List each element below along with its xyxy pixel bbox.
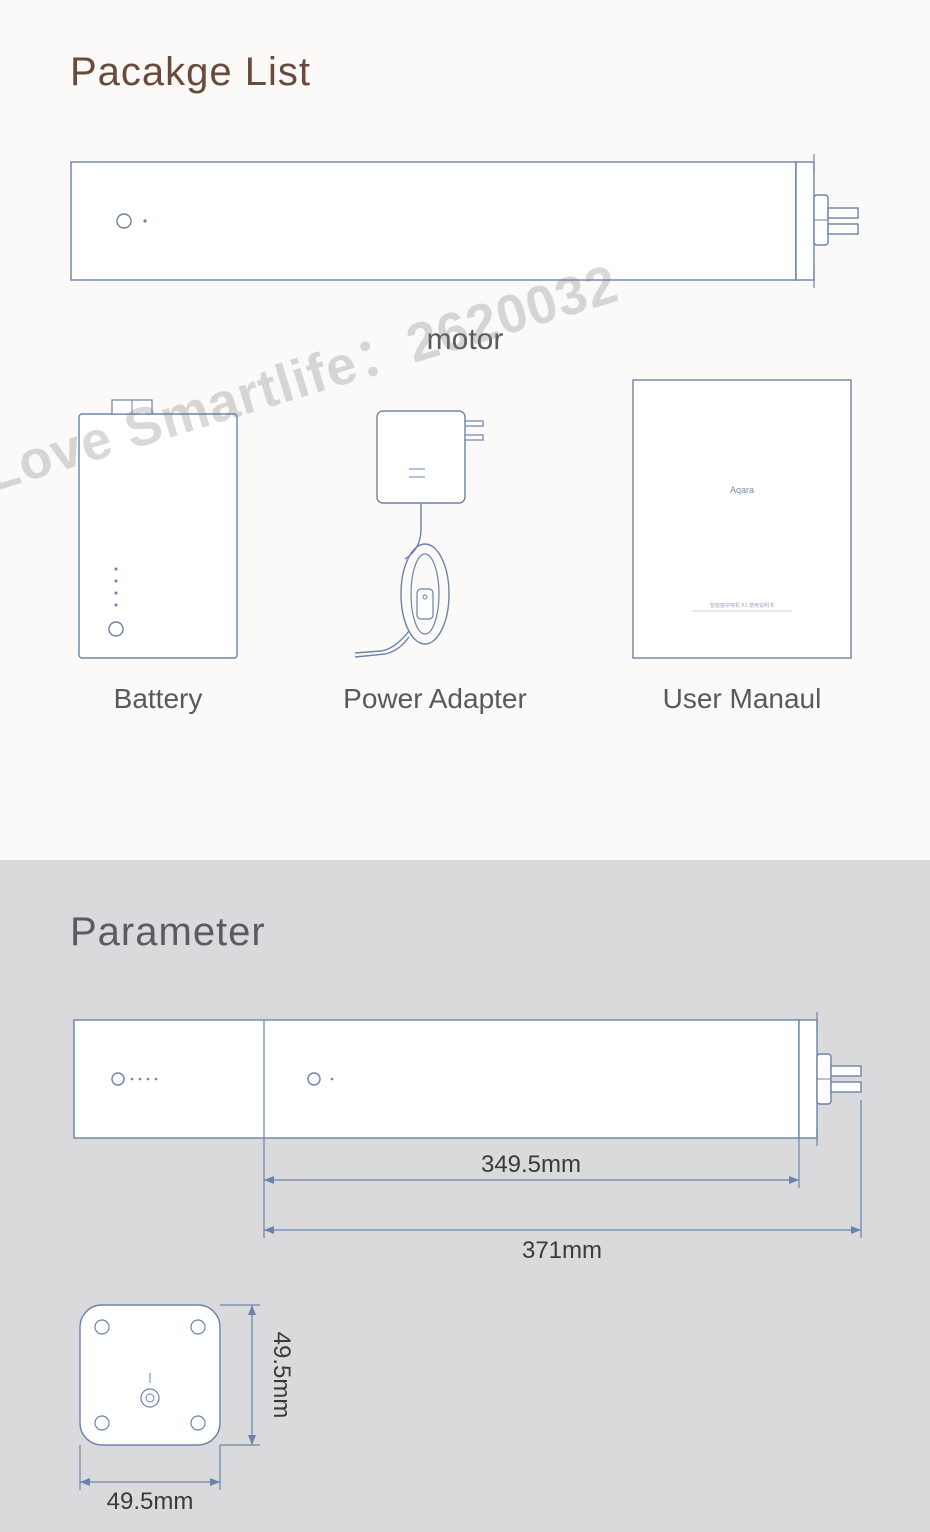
adapter-label: Power Adapter xyxy=(343,683,527,715)
package-list-heading: Pacakge List xyxy=(70,50,860,95)
manual-label: User Manaul xyxy=(663,683,822,715)
dim-inner-width: 349.5mm xyxy=(481,1151,581,1178)
parameter-section: Parameter 349.5mm xyxy=(0,860,930,1532)
manual-item: Aqara 智能窗帘电机 B1 使用说明书 User Manaul xyxy=(632,379,852,715)
battery-item: Battery xyxy=(78,399,238,715)
dim-side-w: 49.5mm xyxy=(107,1488,194,1515)
dim-outer-width: 371mm xyxy=(522,1237,602,1264)
package-list-section: Love Smartlife：2620032 Pacakge List moto… xyxy=(0,0,930,860)
dim-side-h: 49.5mm xyxy=(268,1332,295,1419)
adapter-icon xyxy=(345,399,525,659)
motor-diagram xyxy=(70,150,860,295)
motor-dimension-diagram: 349.5mm 371mm xyxy=(70,1010,870,1280)
parameter-heading: Parameter xyxy=(70,910,860,955)
battery-icon xyxy=(78,399,238,659)
endcap-dimension-diagram: 49.5mm 49.5mm xyxy=(70,1295,390,1515)
adapter-item: Power Adapter xyxy=(343,399,527,715)
svg-text:智能窗帘电机 B1 使用说明书: 智能窗帘电机 B1 使用说明书 xyxy=(710,602,774,609)
package-items-row: Battery Power Adapter xyxy=(70,379,860,715)
manual-icon: Aqara 智能窗帘电机 B1 使用说明书 xyxy=(632,379,852,659)
motor-label: motor xyxy=(70,323,860,357)
manual-brand: Aqara xyxy=(730,485,754,495)
battery-label: Battery xyxy=(114,683,203,715)
